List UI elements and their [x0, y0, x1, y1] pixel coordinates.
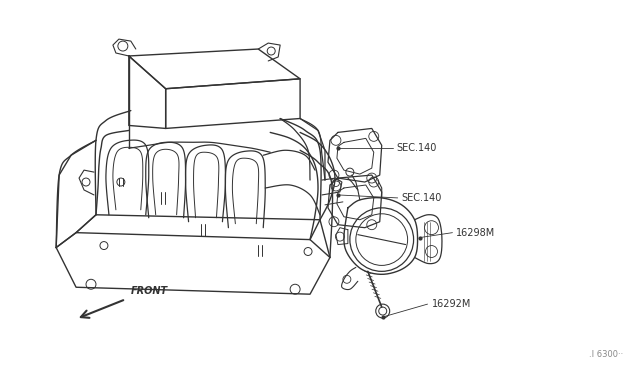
- Text: .I 6300··: .I 6300··: [589, 350, 623, 359]
- Text: FRONT: FRONT: [131, 286, 168, 296]
- Text: SEC.140: SEC.140: [397, 143, 437, 153]
- Text: 16298M: 16298M: [456, 228, 495, 238]
- Text: 16292M: 16292M: [431, 299, 471, 309]
- Text: SEC.140: SEC.140: [402, 193, 442, 203]
